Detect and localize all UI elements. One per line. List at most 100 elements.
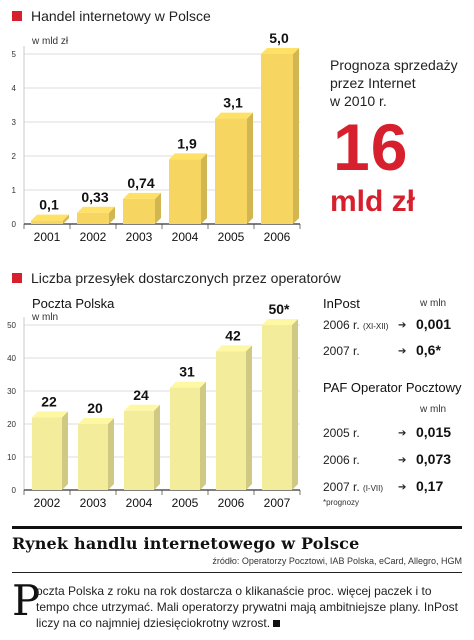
chart2-data-label: 31 [179, 364, 195, 380]
chart2-y-tick-label: 0 [12, 486, 17, 495]
source-rule [12, 572, 462, 573]
inpost-row-1-extra: (XI-XII) [363, 322, 389, 331]
chart2-bar-side [246, 345, 252, 490]
chart1-bar [123, 198, 155, 224]
chart2-x-tick-label: 2006 [218, 496, 245, 510]
chart1-bar [215, 118, 247, 224]
chart2-bar-side [108, 418, 114, 490]
chart1-unit: w mld zł [32, 36, 69, 47]
inpost-row-1-value: 0,001 [416, 316, 452, 332]
chart1-title: Handel internetowy w Polsce [12, 8, 211, 24]
paf-row-3-extra: (I-VII) [363, 484, 384, 493]
arrow-right-icon: ➔ [398, 455, 407, 466]
chart2-title-text: Liczba przesyłek dostarczonych przez ope… [31, 270, 341, 286]
arrow-right-icon: ➔ [398, 346, 407, 357]
paf-row-3-value: 0,17 [416, 478, 444, 494]
forecast-line1: Prognoza sprzedaży [330, 57, 458, 73]
chart2-bar-top [32, 411, 68, 418]
chart2-x-tick-label: 2002 [34, 496, 61, 510]
red-square-icon [12, 11, 22, 21]
chart1-bar-top [123, 192, 161, 199]
chart1-data-label: 1,9 [177, 135, 197, 151]
chart2-x-tick-label: 2004 [126, 496, 153, 510]
article-dropcap: P [12, 576, 41, 625]
chart1-title-text: Handel internetowy w Polsce [31, 8, 211, 24]
paf-row-2: 2006 r. [323, 453, 360, 467]
chart2-bar-top [262, 319, 298, 325]
paf-row-1-label: 2005 r. [323, 426, 360, 440]
inpost-row-1-label: 2006 r. [323, 318, 360, 332]
chart2-y-tick-label: 50 [7, 321, 16, 330]
paf-name: PAF Operator Pocztowy [323, 380, 462, 395]
paf-row-1-value: 0,015 [416, 424, 452, 440]
chart1-y-tick-label: 1 [12, 186, 17, 195]
chart1-bar-top [215, 112, 253, 119]
chart2-subtitle: Poczta Polska [32, 296, 115, 311]
chart2-data-label: 24 [133, 387, 149, 403]
paf-row-1: 2005 r. [323, 426, 360, 440]
chart2-x-tick-label: 2003 [80, 496, 107, 510]
chart2-data-label: 50* [268, 301, 290, 317]
chart1-y-tick-label: 5 [12, 50, 17, 59]
end-square-icon [273, 620, 281, 627]
arrow-right-icon: ➔ [398, 482, 407, 493]
paf-row-2-value: 0,073 [416, 451, 452, 467]
chart2-y-tick-label: 10 [7, 453, 16, 462]
chart1-data-label: 3,1 [223, 95, 243, 111]
article-body: oczta Polska z roku na rok dostarcza o k… [36, 583, 464, 631]
chart2-bar [170, 387, 200, 490]
chart2-bar-top [78, 418, 114, 424]
chart2-bar-side [292, 319, 298, 490]
article-source: źródło: Operatorzy Pocztowi, IAB Polska,… [212, 556, 462, 566]
chart1-bar [169, 159, 201, 224]
chart1-x-tick-label: 2003 [126, 230, 153, 244]
chart1-bar-side [155, 192, 161, 224]
chart1-y-tick-label: 4 [12, 84, 17, 93]
chart1-x-tick-label: 2002 [80, 230, 107, 244]
chart2-bar [32, 417, 62, 490]
chart1-data-label: 5,0 [269, 30, 289, 46]
forecast-note: *prognozy [323, 498, 360, 507]
chart1-x-tick-label: 2005 [218, 230, 245, 244]
chart1-bar-side [63, 214, 69, 224]
chart1-y-tick-label: 2 [12, 152, 17, 161]
chart2-bar [78, 424, 108, 490]
arrow-right-icon: ➔ [398, 428, 407, 439]
chart2-title: Liczba przesyłek dostarczonych przez ope… [12, 270, 341, 286]
chart1-bar-side [293, 48, 299, 224]
chart2-bar [124, 410, 154, 490]
chart1-x-tick-label: 2004 [172, 230, 199, 244]
chart2-bar-top [170, 381, 206, 388]
chart2-plot: 0 10 20 30 40 50 22 2002 20 2003 24 2004 31 2005 42 200… [7, 301, 301, 510]
chart1-x-tick-label: 2001 [34, 230, 61, 244]
chart1-bar-top [77, 206, 115, 213]
forecast-line3: w 2010 r. [330, 93, 387, 109]
chart2-data-label: 22 [41, 393, 57, 409]
chart2-bar-top [216, 345, 252, 352]
chart1-bar-top [31, 214, 69, 221]
forecast-value: 16 [333, 110, 409, 184]
inpost-name: InPost [323, 296, 360, 311]
inpost-row-2-label: 2007 r. [323, 344, 360, 358]
chart2-bar [262, 325, 292, 490]
chart2-bar-side [154, 404, 160, 490]
chart2-data-label: 42 [225, 327, 241, 343]
chart2-y-tick-label: 20 [7, 420, 16, 429]
chart2-bar-side [62, 411, 68, 490]
inpost-row-2-value: 0,6* [416, 342, 441, 358]
inpost-row-1: 2006 r. (XI-XII) [323, 318, 388, 332]
chart1-data-label: 0,1 [39, 197, 59, 213]
chart1-bar-top [261, 48, 299, 54]
chart2-y-tick-label: 40 [7, 354, 16, 363]
inpost-unit: w mln [420, 298, 447, 309]
chart1-plot: 0 1 2 3 4 5 0,1 2001 0,33 2002 0,74 2003 1,9 2004 3,1 2… [12, 30, 301, 244]
arrow-right-icon: ➔ [398, 320, 407, 331]
chart2-bar [216, 351, 246, 490]
paf-row-3-label: 2007 r. [323, 480, 360, 494]
chart1-bar [261, 54, 293, 224]
chart1-bar [77, 212, 109, 224]
chart1-bar [31, 220, 63, 224]
chart1-bar-side [109, 206, 115, 224]
forecast-unit: mld zł [330, 185, 416, 218]
